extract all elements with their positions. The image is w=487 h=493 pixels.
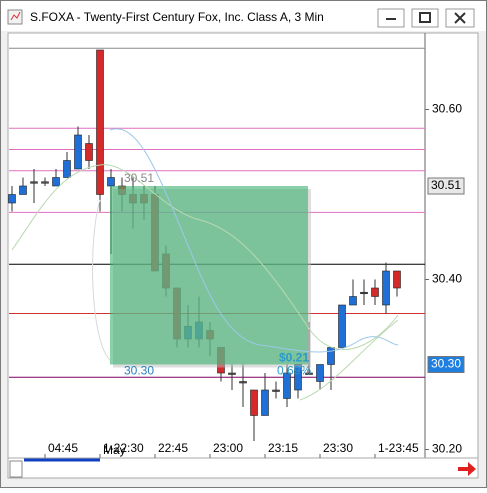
candle-body <box>8 194 16 204</box>
moving-average <box>109 128 399 353</box>
candle-body <box>239 381 247 384</box>
candle-body <box>63 160 71 178</box>
price-marker-label: 30.51 <box>431 178 461 192</box>
price-marker <box>427 356 465 373</box>
app-icon-glyph <box>10 11 21 21</box>
candle-body <box>74 134 82 170</box>
candle-body <box>393 270 401 289</box>
window-title: S.FOXA - Twenty-First Century Fox, Inc. … <box>30 10 324 24</box>
range-change: $0.21 <box>279 351 309 365</box>
candle-body <box>327 347 335 365</box>
price-marker-label: 30.30 <box>431 357 461 371</box>
range-bottom-label: 30.30 <box>124 364 154 378</box>
scroll-right-arrow[interactable] <box>458 462 476 476</box>
maximize-button[interactable] <box>411 8 439 28</box>
scroll-handle[interactable] <box>9 460 23 478</box>
candle-body <box>316 364 324 382</box>
candle-body <box>360 291 368 295</box>
candle-body <box>96 49 104 195</box>
x-tick-label: 23:15 <box>268 441 298 455</box>
band-upper <box>11 164 399 350</box>
y-tick-label: 30.40 <box>432 272 462 286</box>
time-scrollbar[interactable] <box>7 457 479 479</box>
x-tick-label: 23:30 <box>323 441 353 455</box>
close-glyph <box>454 12 466 24</box>
x-tick-label: 1-22:30 <box>103 441 144 455</box>
candle-body <box>19 185 27 195</box>
candle-body <box>52 177 60 187</box>
candle-body <box>338 304 346 348</box>
title-bar <box>1 1 486 31</box>
candle-body <box>250 389 258 416</box>
maximize-glyph <box>419 12 431 23</box>
x-tick-label: 1-23:45 <box>378 441 419 455</box>
y-tick-label: 30.60 <box>432 102 462 116</box>
candle-body <box>382 270 390 306</box>
candle-body <box>30 181 38 184</box>
price-marker <box>427 177 465 195</box>
annotation: May <box>103 443 126 457</box>
candle-body <box>371 287 379 297</box>
band-lower <box>92 199 111 361</box>
candle-body <box>272 389 280 392</box>
candle-body <box>305 372 313 375</box>
x-tick-label: 22:45 <box>158 441 188 455</box>
app-icon[interactable] <box>7 9 23 25</box>
candle-body <box>107 177 115 187</box>
candle-body <box>85 143 93 161</box>
range-top-label: 30.51 <box>124 171 154 185</box>
range-box <box>110 186 308 365</box>
candle-body <box>228 372 236 375</box>
candle-body <box>41 181 49 184</box>
plot <box>8 47 425 441</box>
y-tick-label: 30.20 <box>432 442 462 456</box>
candle-body <box>283 372 291 399</box>
range-percent: 0.69% <box>277 364 311 378</box>
x-tick-label: 23:00 <box>213 441 243 455</box>
candle-body <box>261 389 269 416</box>
x-tick-label: 04:45 <box>48 441 78 455</box>
band-lower-right <box>299 319 399 401</box>
candle-body <box>349 296 357 306</box>
